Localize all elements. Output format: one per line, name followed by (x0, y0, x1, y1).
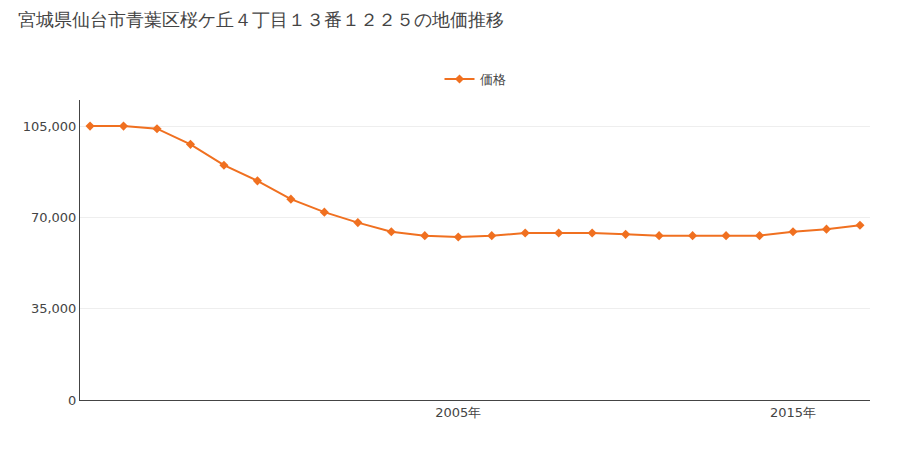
svg-text:宮城県仙台市青葉区桜ケ丘４丁目１３番１２２５の地価推移: 宮城県仙台市青葉区桜ケ丘４丁目１３番１２２５の地価推移 (18, 9, 504, 30)
svg-text:70,000: 70,000 (31, 210, 77, 225)
svg-text:価格: 価格 (480, 72, 506, 87)
svg-text:0: 0 (68, 393, 76, 408)
svg-text:35,000: 35,000 (31, 301, 77, 316)
svg-text:2005年: 2005年 (435, 405, 481, 420)
svg-text:105,000: 105,000 (23, 119, 77, 134)
svg-text:2015年: 2015年 (770, 405, 816, 420)
